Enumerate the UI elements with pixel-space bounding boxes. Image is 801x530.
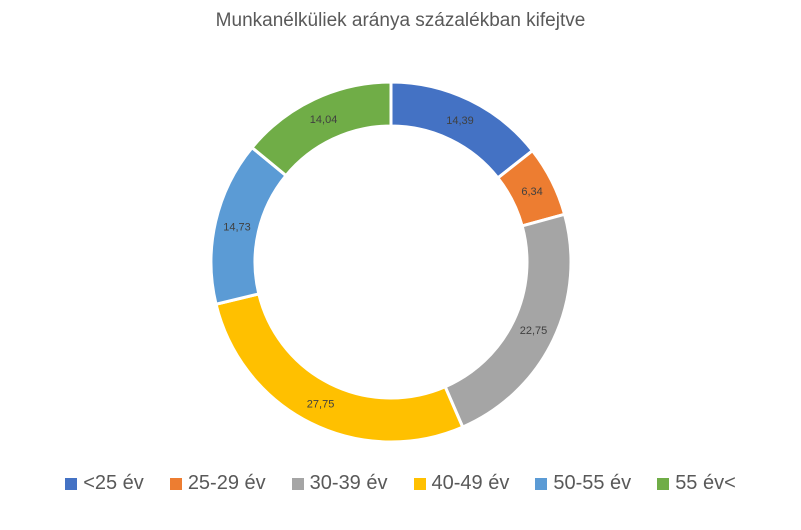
legend-item-55-v: 55 év< xyxy=(657,472,736,495)
donut-data-labels: 14,39 6,34 22,75 27,75 14,73 14,04 xyxy=(223,114,547,410)
donut-slice-40-49-v xyxy=(214,292,465,444)
donut-slices xyxy=(209,80,573,444)
data-label-25-v: 14,39 xyxy=(446,115,474,127)
legend-swatch xyxy=(169,477,182,490)
legend-item-50-55-v: 50-55 év xyxy=(535,472,631,495)
legend-label: 25-29 év xyxy=(187,472,266,494)
data-label-30-39-v: 22,75 xyxy=(520,325,548,337)
data-label-40-49-v: 27,75 xyxy=(307,398,335,410)
legend-swatch xyxy=(65,477,78,490)
legend-item-30-39-v: 30-39 év xyxy=(291,472,388,495)
data-label-25-29-v: 6,34 xyxy=(521,186,542,198)
donut-slice-55-v xyxy=(249,80,393,178)
legend-swatch xyxy=(535,477,548,490)
donut-slice-25-v xyxy=(389,80,535,181)
legend-item-25-v: <25 év xyxy=(65,472,144,495)
legend-label: 50-55 év xyxy=(553,472,632,494)
data-label-50-55-v: 14,73 xyxy=(223,222,251,234)
donut-slice-30-39-v xyxy=(443,212,573,430)
legend-item-25-29-v: 25-29 év xyxy=(169,472,266,495)
chart-legend: <25 év 25-29 év 30-39 év 40-49 év 50-55 év 55… xyxy=(0,472,801,495)
legend-label: <25 év xyxy=(83,472,144,494)
legend-label: 40-49 év xyxy=(431,472,510,494)
legend-label: 30-39 év xyxy=(309,472,388,494)
legend-swatch xyxy=(291,477,304,490)
legend-item-40-49-v: 40-49 év xyxy=(413,472,510,495)
legend-swatch xyxy=(657,477,670,490)
chart-title: Munkanélküliek aránya százalékban kifejt… xyxy=(215,10,586,31)
legend-label: 55 év< xyxy=(675,472,736,494)
data-label-55-v: 14,04 xyxy=(310,114,338,126)
legend-swatch xyxy=(413,477,426,490)
